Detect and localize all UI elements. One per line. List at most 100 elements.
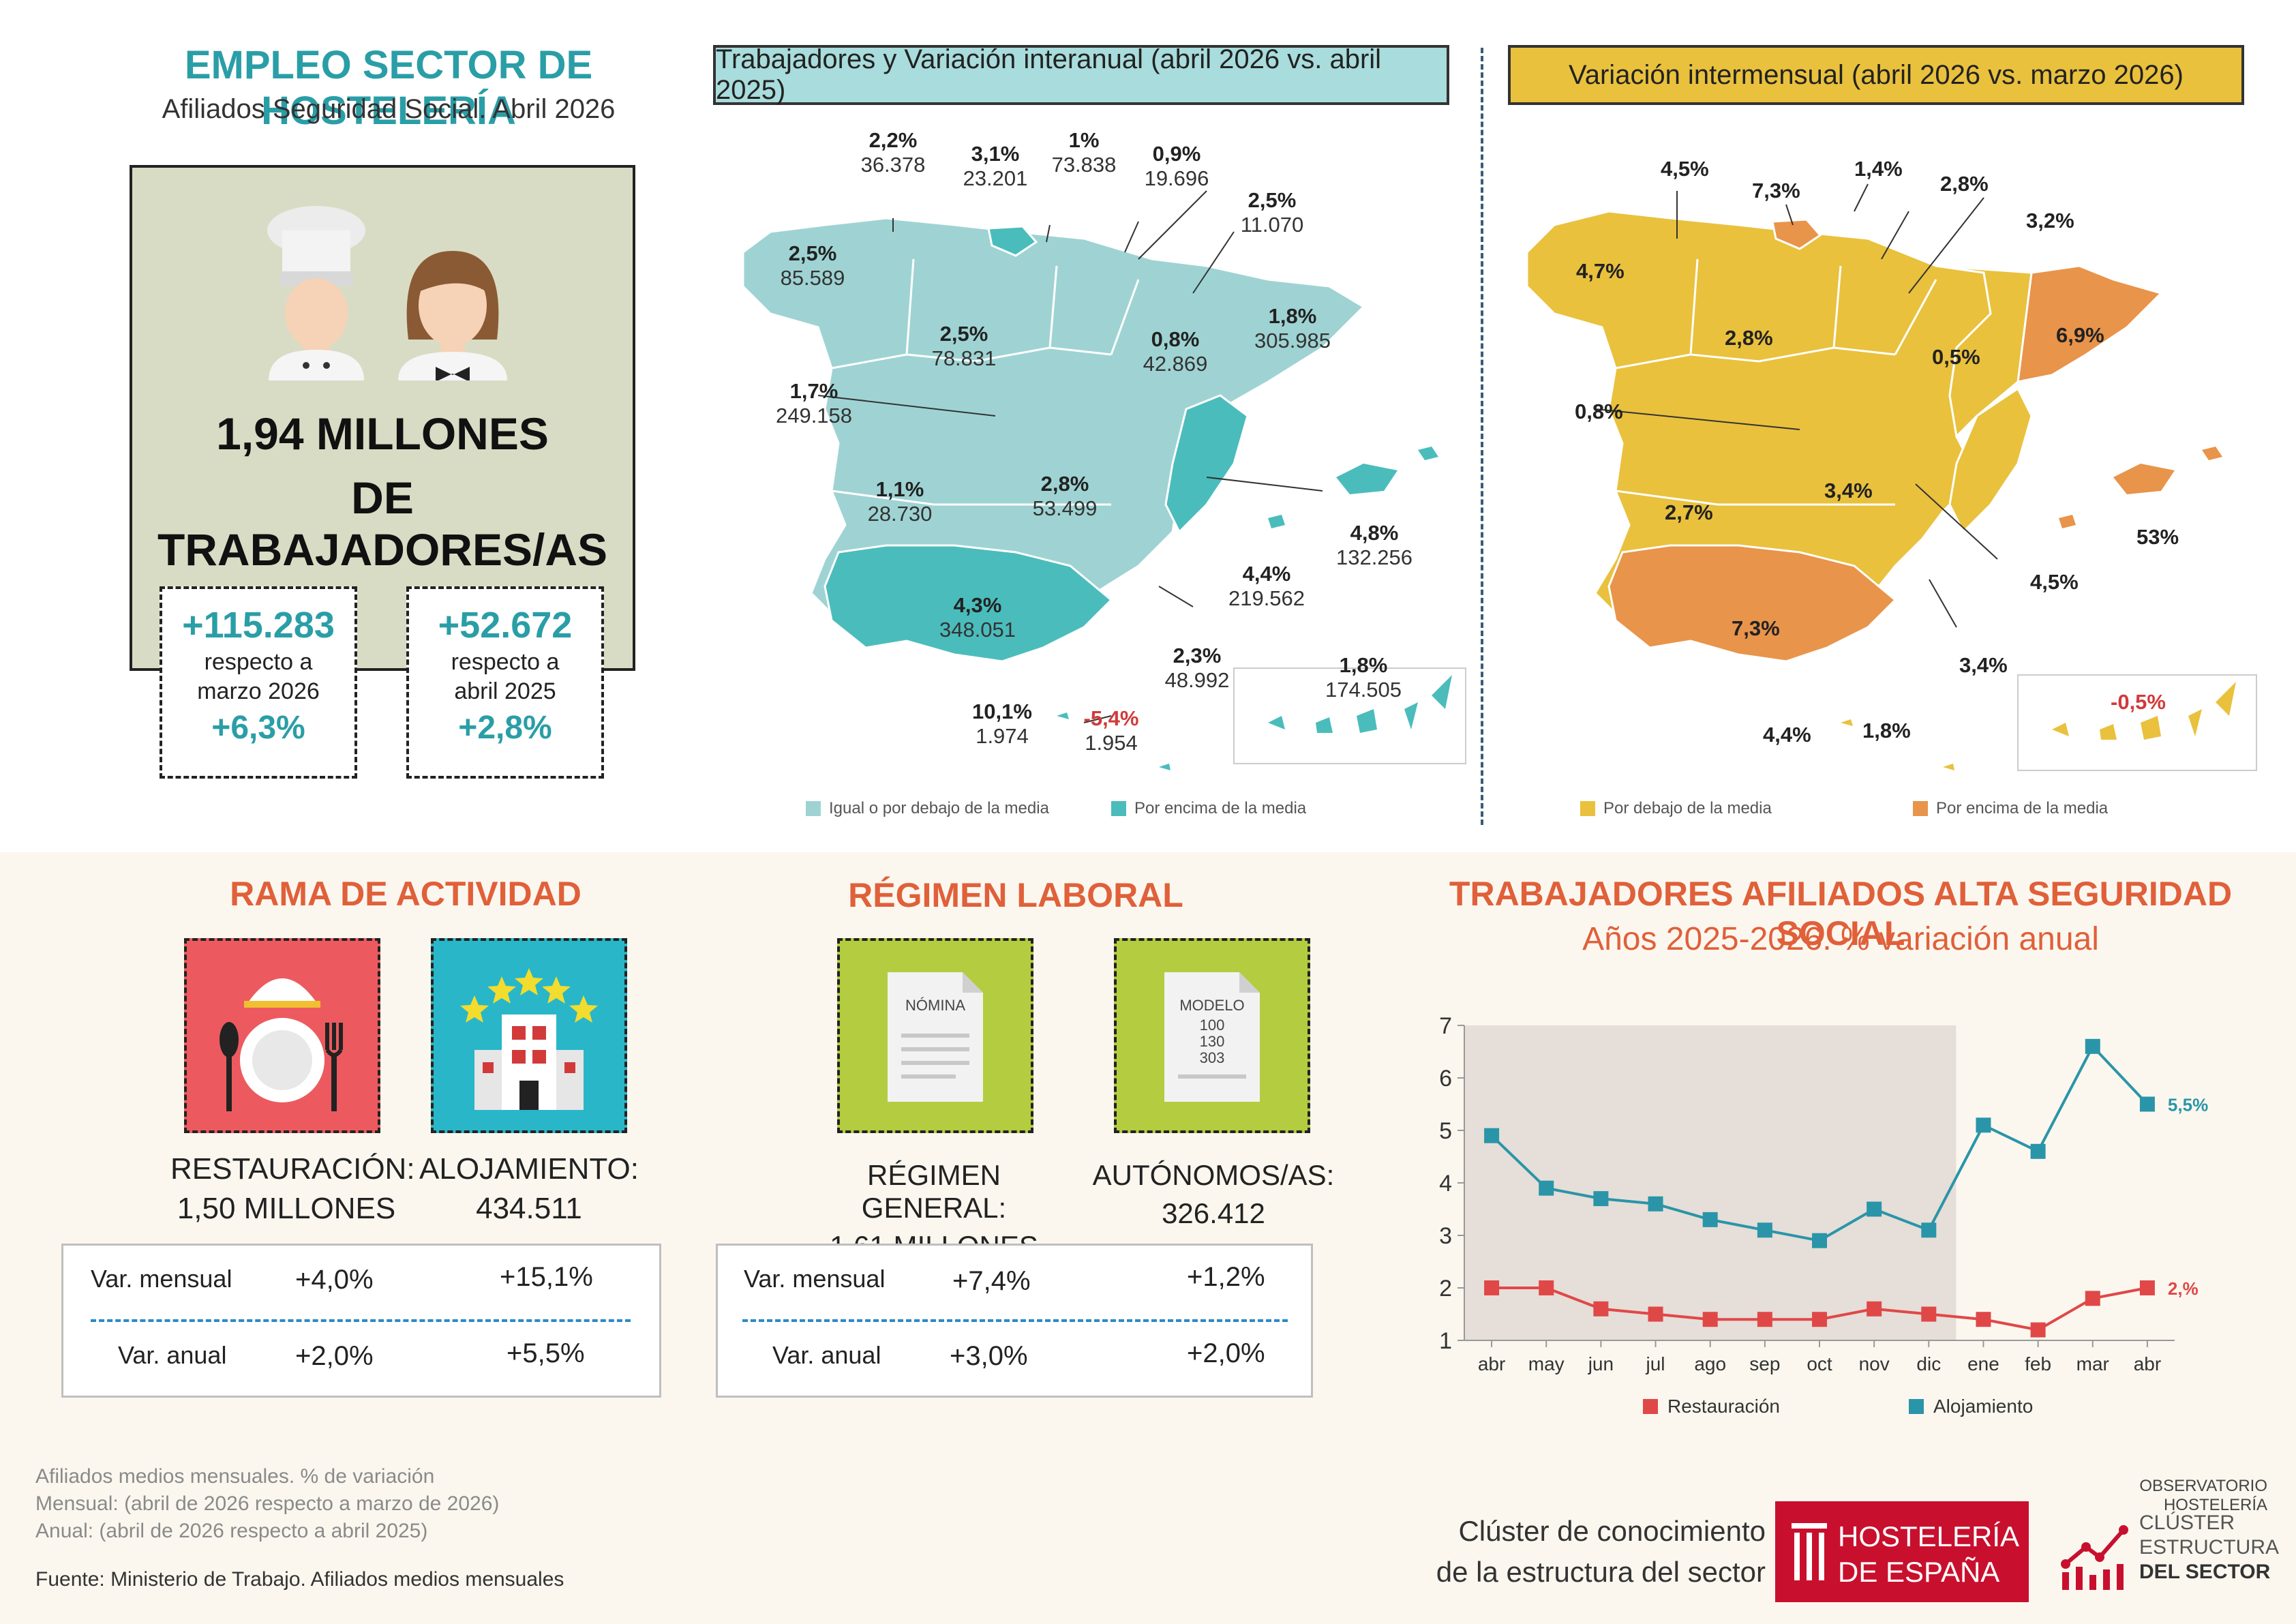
autonomos-label: AUTÓNOMOS/AS: 326.412: [1092, 1159, 1335, 1229]
chart-data-point: [1593, 1301, 1609, 1317]
chart-y-tick-label: 4: [1439, 1171, 1452, 1197]
map-right-label: 2,8%: [1725, 326, 1773, 350]
monthly-change-l2: marzo 2026: [197, 678, 320, 704]
line-chart: 1 2 3 4 5 6 7 abr may jun jul ago sep oct nov dic ene feb…: [1439, 1013, 2208, 1417]
map-right-label: -0,5%: [2111, 690, 2166, 714]
chart-x-tick-label: jul: [1646, 1353, 1665, 1374]
map-right-legend-below: Por debajo de la media: [1580, 799, 1772, 818]
cluster-chart-icon: [2061, 1525, 2128, 1590]
chart-x-tick-label: abr: [1478, 1353, 1505, 1374]
monthly-change-box: +115.283 respecto a marzo 2026 +6,3%: [160, 586, 357, 779]
chart-x-tick-label: ago: [1694, 1353, 1726, 1374]
chart-x-tick-label: may: [1528, 1353, 1565, 1374]
map-left-label: 1% 73.838: [1051, 128, 1117, 177]
chart-data-point: [1867, 1301, 1882, 1317]
map-left-label: 2,8% 53.499: [1032, 472, 1098, 520]
map-left-label: 2,5% 78.831: [931, 322, 997, 370]
rama-title: RAMA DE ACTIVIDAD: [230, 875, 581, 913]
alojamiento-tile: [431, 938, 627, 1133]
map-left-label: 2,5% 85.589: [780, 241, 845, 290]
map-left-label: 1,8% 174.505: [1325, 653, 1402, 702]
chart-data-point: [2030, 1143, 2046, 1159]
map-left-label: 2,3% 48.992: [1164, 644, 1230, 692]
map-right-label: 0,8%: [1575, 400, 1623, 423]
map-right-label: 7,3%: [1732, 616, 1780, 640]
chart-data-point: [1539, 1280, 1554, 1295]
map-right-label: 53%: [2136, 525, 2179, 549]
chart-x-tick-label: dic: [1916, 1353, 1941, 1374]
footer-source: Fuente: Ministerio de Trabajo. Afiliados…: [35, 1568, 564, 1591]
chart-end-label: 5,5%: [2168, 1095, 2208, 1115]
annual-change-l2: abril 2025: [454, 678, 556, 704]
map-right-label: 2,8%: [1940, 172, 1989, 196]
chart-data-point: [1867, 1201, 1882, 1217]
regimen-table: Var. mensual +7,4% +1,2% Var. anual +3,0…: [716, 1244, 1313, 1398]
chart-x-tick-label: abr: [2134, 1353, 2161, 1374]
regimen-title: RÉGIMEN LABORAL: [848, 876, 1183, 914]
chart-end-label: 2,%: [2168, 1278, 2199, 1299]
chart-subtitle: Años 2025-2026. % variación anual: [1582, 921, 2099, 957]
table-divider: [742, 1319, 1288, 1322]
chart-data-point: [1921, 1222, 1937, 1238]
map-right-label: 4,5%: [2030, 570, 2079, 594]
map-left-label: 2,2% 36.378: [860, 128, 926, 177]
chart-legend-swatch: [1643, 1399, 1658, 1414]
annual-change-box: +52.672 respecto a abril 2025 +2,8%: [406, 586, 604, 779]
map-right-label: 0,5%: [1932, 345, 1980, 369]
total-line-1: 1,94 MILLONES: [216, 408, 549, 459]
table-divider: [91, 1319, 631, 1322]
map-left-label: 1,1% 28.730: [867, 477, 933, 526]
map-right-label: 3,4%: [1959, 653, 2008, 677]
chart-data-point: [1812, 1233, 1827, 1248]
map-right-label: 2,7%: [1665, 500, 1713, 524]
chart-data-point: [1976, 1117, 1991, 1133]
map-left-label: 0,8% 42.869: [1143, 327, 1208, 376]
map-right-title: Variación intermensual (abril 2026 vs. m…: [1508, 45, 2244, 105]
map-left-label: 4,8% 132.256: [1335, 521, 1413, 569]
annual-change-pct: +2,8%: [458, 710, 552, 746]
map-left-legend-below: Igual o por debajo de la media: [806, 799, 1049, 818]
map-left-label: 4,4% 219.562: [1228, 562, 1305, 610]
chart-data-point: [1976, 1312, 1991, 1327]
logo-columns-icon: [1792, 1523, 1827, 1580]
tax-form-document-icon: [1164, 972, 1260, 1102]
footer-notes: Afiliados medios mensuales. % de variaci…: [35, 1465, 500, 1542]
map-right-label: 4,4%: [1763, 723, 1811, 747]
monthly-change-l1: respecto a: [204, 649, 313, 675]
chart-x-tick-label: ene: [1967, 1353, 1999, 1374]
hosteleria-espana-logo[interactable]: HOSTELERÍA DE ESPAÑA: [1775, 1501, 2029, 1602]
chart-data-point: [1757, 1312, 1772, 1327]
map-left-label: 1,7% 249.158: [775, 379, 853, 427]
chart-data-point: [2139, 1096, 2155, 1112]
chart-y-tick-label: 2: [1439, 1276, 1452, 1302]
chart-x-tick-label: oct: [1807, 1353, 1832, 1374]
map-right-label: 1,4%: [1854, 157, 1903, 181]
tax-form-doc-text: MODELO: [1179, 997, 1245, 1014]
chart-y-tick-label: 5: [1439, 1118, 1452, 1144]
chart-data-point: [1484, 1280, 1500, 1295]
tax-form-doc-numbers: 100 130 303: [1199, 1017, 1225, 1066]
restauracion-tile: [184, 938, 380, 1133]
restaurant-icon: [220, 978, 343, 1111]
alojamiento-label: ALOJAMIENTO: 434.511: [419, 1152, 639, 1225]
autonomos-tile: MODELO 100 130 303: [1114, 938, 1310, 1133]
map-right-label: 4,5%: [1661, 157, 1709, 181]
page-title: EMPLEO SECTOR DE HOSTELERÍA: [184, 43, 593, 133]
cluster-text: Clúster de conocimiento de la estructura…: [1436, 1515, 1766, 1588]
chart-legend-label: Alojamiento: [1933, 1396, 2033, 1417]
chart-shaded-period: [1464, 1025, 1957, 1340]
chart-y-tick-label: 1: [1439, 1328, 1452, 1354]
hotel-icon: [460, 968, 598, 1110]
total-line-2: DE TRABAJADORES/AS: [157, 472, 608, 575]
map-left-label: 4,3% 348.051: [939, 593, 1016, 642]
map-right-label: 3,2%: [2026, 209, 2074, 232]
chart-data-point: [2139, 1280, 2155, 1295]
logo-text-2: DE ESPAÑA: [1838, 1556, 2000, 1588]
chart-x-tick-label: feb: [2025, 1353, 2051, 1374]
map-right: [1526, 183, 2257, 771]
payslip-document-icon: [888, 972, 983, 1102]
chart-y-tick-label: 6: [1439, 1066, 1452, 1092]
chart-data-point: [1593, 1191, 1609, 1207]
chart-data-point: [2030, 1322, 2046, 1338]
chart-data-point: [1648, 1306, 1663, 1322]
